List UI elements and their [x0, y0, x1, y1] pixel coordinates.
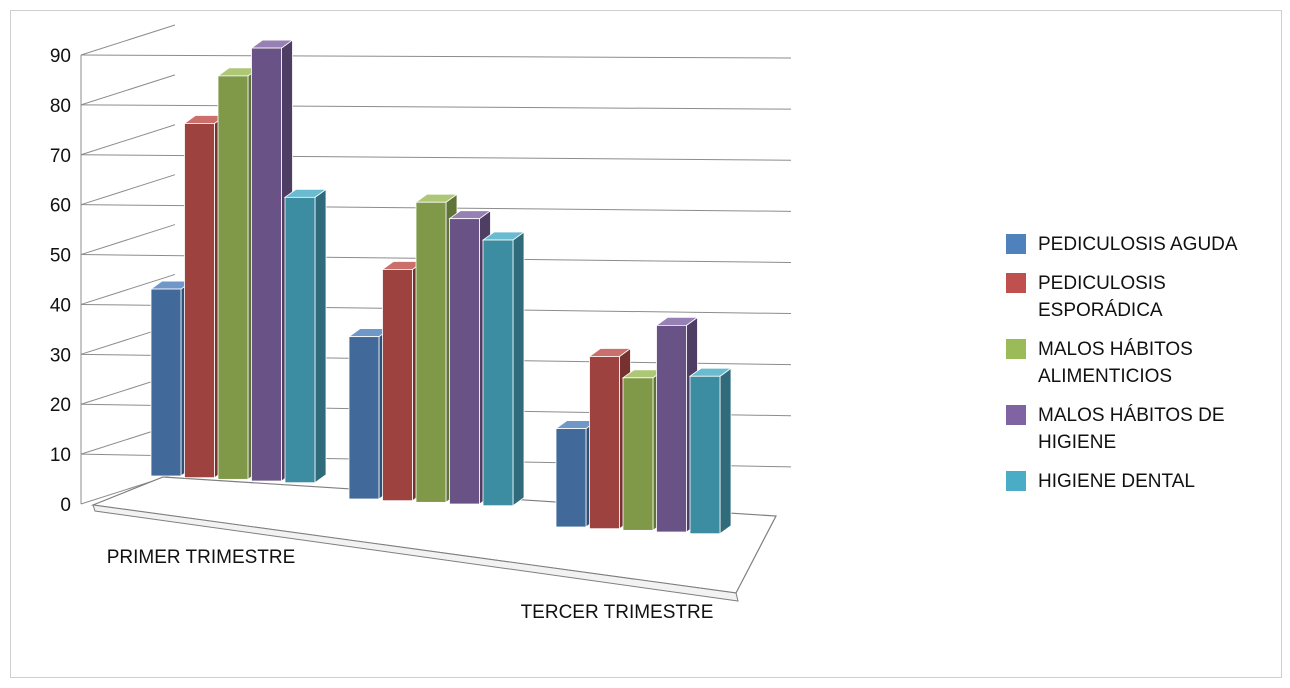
y-tick-label: 40 [50, 295, 71, 316]
y-tick-label: 0 [60, 495, 71, 516]
legend-label: HIGIENE DENTAL [1038, 471, 1195, 492]
wall-edge [80, 224, 176, 256]
bar [589, 356, 620, 530]
y-tick-label: 70 [50, 146, 71, 167]
bar [449, 218, 480, 505]
bar [382, 269, 413, 502]
bar [689, 375, 721, 535]
legend: PEDICULOSIS AGUDA PEDICULOSIS ESPORÁDICA… [1006, 231, 1290, 507]
legend-label: PEDICULOSIS ESPORÁDICA [1038, 273, 1166, 321]
y-tick-label: 20 [50, 395, 71, 416]
legend-item: MALOS HÁBITOS ALIMENTICIOS [1006, 336, 1290, 390]
y-tick-label: 80 [50, 96, 71, 117]
legend-swatch [1006, 273, 1026, 293]
y-tick-label: 60 [50, 196, 71, 217]
gridline [80, 104, 792, 110]
bar [284, 196, 316, 484]
bar [555, 428, 587, 528]
gridline [80, 54, 792, 59]
legend-swatch [1006, 339, 1026, 359]
bar-side [512, 231, 525, 507]
bar-chart: 0 10 20 30 40 50 60 70 80 90 PRIMER TRIMESTRE TERCE… [50, 24, 792, 623]
wall-edge [80, 74, 176, 106]
bar-side [314, 188, 327, 484]
legend-swatch [1006, 471, 1026, 491]
bar [415, 201, 447, 503]
legend-item: MALOS HÁBITOS DE HIGIENE [1006, 402, 1290, 456]
y-tick-label: 30 [50, 345, 71, 366]
bar [251, 47, 282, 482]
y-tick-label: 10 [50, 445, 71, 466]
bar [482, 239, 514, 507]
legend-item: PEDICULOSIS AGUDA [1006, 231, 1290, 258]
legend-label: PEDICULOSIS AGUDA [1038, 234, 1238, 255]
wall-edge [80, 174, 176, 206]
chart-frame: 0 10 20 30 40 50 60 70 80 90 PRIMER TRIMESTRE TERCE… [10, 10, 1282, 678]
legend-item: HIGIENE DENTAL [1006, 468, 1290, 495]
legend-label: MALOS HÁBITOS DE HIGIENE [1038, 405, 1225, 453]
x-category-label: TERCER TRIMESTRE [521, 602, 714, 623]
bar [217, 75, 249, 480]
legend-swatch [1006, 405, 1026, 425]
bar [622, 377, 654, 531]
x-category-label: PRIMER TRIMESTRE [107, 547, 296, 568]
bar [656, 324, 687, 533]
wall-edge [80, 124, 176, 156]
legend-label: MALOS HÁBITOS ALIMENTICIOS [1038, 339, 1193, 387]
legend-swatch [1006, 234, 1026, 254]
y-tick-label: 50 [50, 246, 71, 267]
bar [348, 336, 380, 500]
y-tick-label: 90 [50, 46, 71, 67]
bar [150, 288, 182, 477]
wall-edge [80, 24, 176, 56]
bar [184, 123, 215, 479]
legend-item: PEDICULOSIS ESPORÁDICA [1006, 270, 1290, 324]
floor-edge [92, 504, 739, 602]
wall-edge [80, 273, 176, 305]
bar-side [719, 367, 732, 535]
